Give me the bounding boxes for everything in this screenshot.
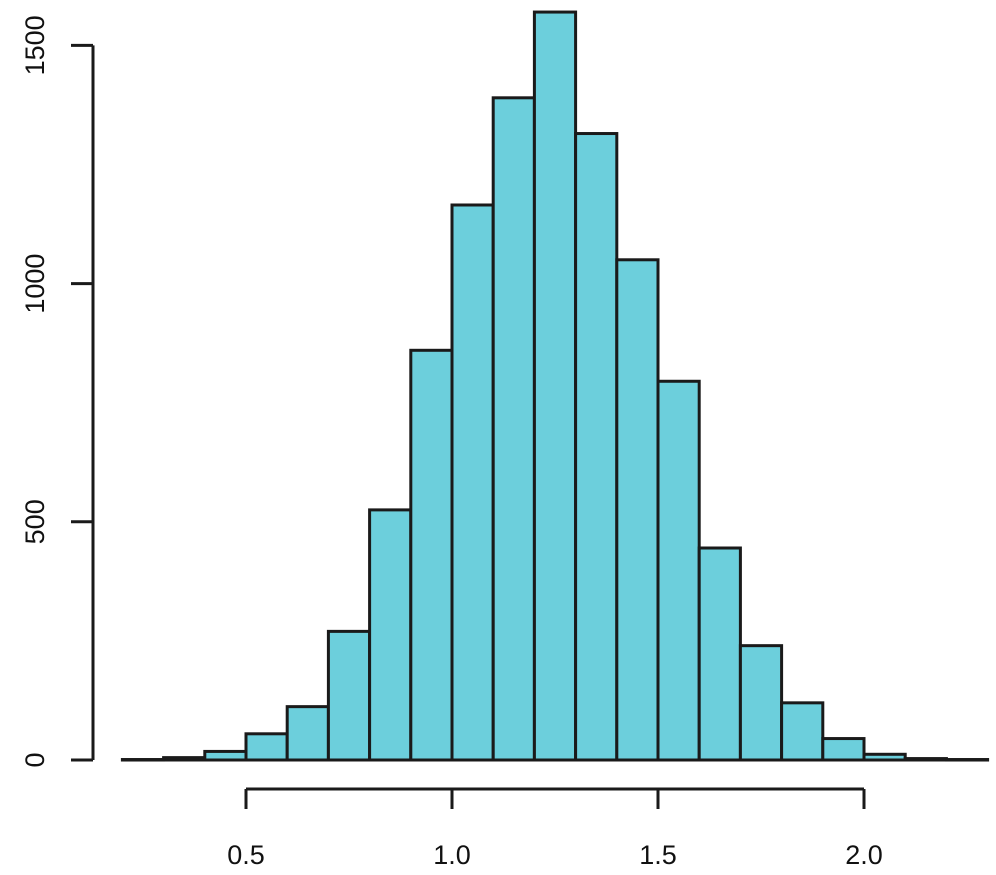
- histogram-bar-1: [162, 756, 207, 762]
- histogram-bar-17: [821, 737, 866, 762]
- histogram-bar-5: [326, 629, 372, 762]
- histogram-bar-6: [368, 508, 413, 762]
- y-tick-label: 1500: [20, 15, 50, 75]
- x-axis: 0.5 1.0 1.5 2.0: [227, 787, 883, 870]
- histogram-bar-18: [862, 752, 907, 762]
- x-tick-label: 1.5: [639, 840, 677, 870]
- x-tick-label: 2.0: [845, 840, 883, 870]
- histogram-bar-13: [656, 379, 701, 762]
- histogram-bar-7: [409, 348, 454, 762]
- histogram-bar-0: [120, 758, 166, 762]
- y-tick-label: 500: [20, 499, 50, 544]
- histogram-bars: [120, 10, 990, 762]
- y-tick-label: 0: [20, 752, 50, 767]
- histogram-bar-10: [532, 10, 578, 762]
- histogram-bar-15: [738, 644, 784, 762]
- histogram-bar-3: [244, 732, 289, 762]
- histogram-bar-2: [203, 749, 248, 762]
- histogram-bar-20: [944, 758, 990, 762]
- histogram-bar-9: [491, 96, 536, 762]
- histogram-bar-14: [697, 546, 742, 762]
- histogram-bar-16: [780, 701, 825, 762]
- y-axis: 0 500 1000 1500: [20, 15, 95, 768]
- x-tick-label: 0.5: [227, 840, 265, 870]
- histogram-bar-11: [574, 132, 619, 762]
- y-tick-label: 1000: [20, 254, 50, 314]
- x-tick-label: 1.0: [433, 840, 471, 870]
- histogram-bar-19: [903, 757, 948, 762]
- histogram-bar-12: [615, 258, 660, 762]
- histogram-bar-4: [285, 705, 330, 762]
- histogram-bar-8: [450, 203, 495, 762]
